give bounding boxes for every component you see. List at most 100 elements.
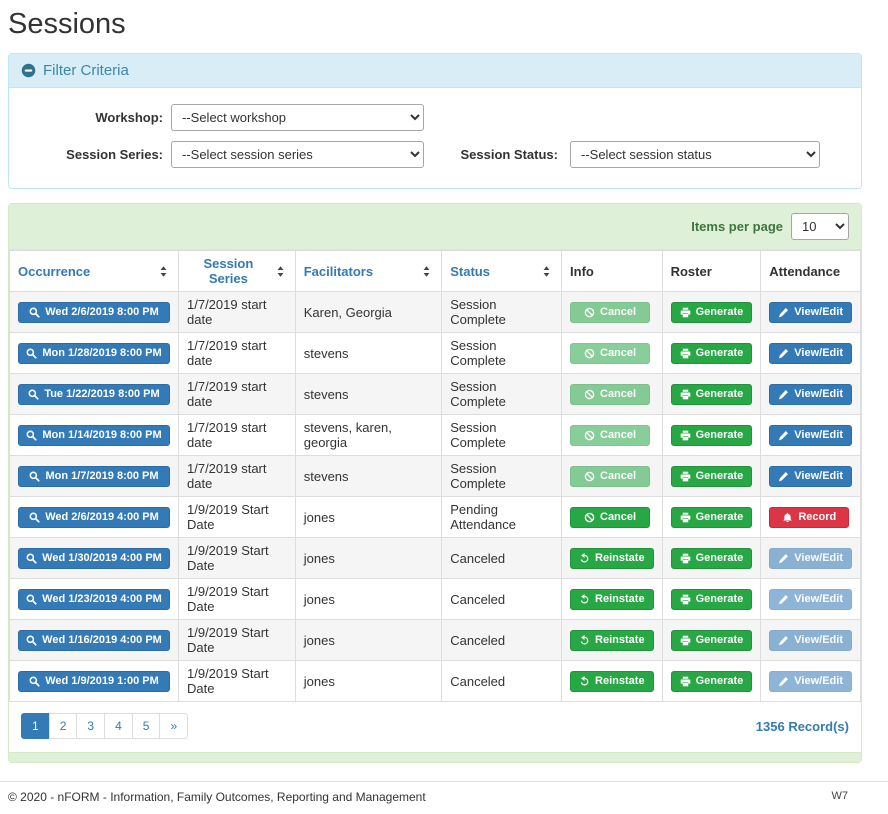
filter-criteria-header[interactable]: Filter Criteria (9, 54, 861, 88)
printer-icon (680, 553, 691, 564)
occurrence-button[interactable]: Mon 1/7/2019 8:00 PM (18, 466, 170, 487)
info-cell: Cancel (562, 497, 663, 538)
table-row: Wed 1/9/2019 1:00 PM1/9/2019 Start Datej… (10, 661, 861, 702)
column-header-info: Info (562, 251, 663, 292)
occurrence-button[interactable]: Mon 1/14/2019 8:00 PM (18, 425, 170, 446)
table-row: Mon 1/7/2019 8:00 PM1/7/2019 start dates… (10, 456, 861, 497)
session-series-cell: 1/9/2019 Start Date (179, 661, 296, 702)
generate-button[interactable]: Generate (671, 343, 753, 364)
button-label: View/Edit (794, 347, 843, 359)
page-button-1[interactable]: 1 (21, 713, 50, 739)
occurrence-button[interactable]: Wed 2/6/2019 4:00 PM (18, 507, 170, 528)
status-cell: Session Complete (442, 292, 562, 333)
occurrence-button[interactable]: Wed 1/23/2019 4:00 PM (18, 589, 170, 610)
button-label: Generate (696, 675, 744, 687)
occurrence-button[interactable]: Wed 1/30/2019 4:00 PM (18, 548, 170, 569)
record-count: 1356 Record(s) (756, 719, 849, 734)
reinstate-button[interactable]: Reinstate (570, 630, 654, 651)
occurrence-cell: Wed 2/6/2019 8:00 PM (10, 292, 179, 333)
session-series-cell: 1/7/2019 start date (179, 456, 296, 497)
status-cell: Canceled (442, 661, 562, 702)
sort-icon (420, 265, 433, 278)
table-row: Wed 2/6/2019 4:00 PM1/9/2019 Start Datej… (10, 497, 861, 538)
reinstate-button[interactable]: Reinstate (570, 548, 654, 569)
environment-code: W7 (832, 790, 849, 802)
items-per-page-select[interactable]: 10 (791, 213, 849, 240)
occurrence-button[interactable]: Tue 1/22/2019 8:00 PM (18, 384, 170, 405)
occurrence-label: Mon 1/14/2019 8:00 PM (42, 429, 161, 441)
generate-button[interactable]: Generate (671, 302, 753, 323)
generate-button[interactable]: Generate (671, 384, 753, 405)
pencil-icon (778, 471, 789, 482)
occurrence-button[interactable]: Wed 1/9/2019 1:00 PM (18, 671, 170, 692)
occurrence-label: Mon 1/7/2019 8:00 PM (45, 470, 158, 482)
button-label: Reinstate (595, 593, 645, 605)
view-edit-button[interactable]: View/Edit (769, 302, 852, 323)
occurrence-label: Wed 1/16/2019 4:00 PM (42, 634, 162, 646)
column-header-session-series[interactable]: Session Series (179, 251, 296, 292)
page-button-5[interactable]: 5 (132, 713, 161, 739)
occurrence-button[interactable]: Wed 2/6/2019 8:00 PM (18, 302, 170, 323)
page-button-4[interactable]: 4 (104, 713, 133, 739)
occurrence-button[interactable]: Mon 1/28/2019 8:00 PM (18, 343, 170, 364)
printer-icon (680, 594, 691, 605)
column-label: Roster (671, 264, 712, 279)
generate-button[interactable]: Generate (671, 507, 753, 528)
generate-button[interactable]: Generate (671, 548, 753, 569)
next-page-button[interactable]: » (159, 713, 188, 739)
record-button[interactable]: Record (769, 507, 849, 528)
generate-button[interactable]: Generate (671, 425, 753, 446)
reinstate-button[interactable]: Reinstate (570, 589, 654, 610)
session-series-filter-row: Session Series: --Select session series (21, 141, 424, 168)
generate-button[interactable]: Generate (671, 671, 753, 692)
session-series-select[interactable]: --Select session series (171, 141, 424, 168)
button-label: View/Edit (794, 470, 843, 482)
page-button-3[interactable]: 3 (76, 713, 105, 739)
attendance-cell: View/Edit (761, 538, 861, 579)
page-button-2[interactable]: 2 (49, 713, 78, 739)
status-cell: Canceled (442, 579, 562, 620)
occurrence-cell: Wed 1/23/2019 4:00 PM (10, 579, 179, 620)
session-status-select[interactable]: --Select session status (570, 141, 820, 168)
ban-icon (584, 348, 595, 359)
generate-button[interactable]: Generate (671, 630, 753, 651)
generate-button[interactable]: Generate (671, 589, 753, 610)
view-edit-button[interactable]: View/Edit (769, 425, 852, 446)
occurrence-button[interactable]: Wed 1/16/2019 4:00 PM (18, 630, 170, 651)
generate-button[interactable]: Generate (671, 466, 753, 487)
reinstate-button[interactable]: Reinstate (570, 671, 654, 692)
cancel-button: Cancel (570, 466, 650, 487)
column-header-occurrence[interactable]: Occurrence (10, 251, 179, 292)
button-label: Reinstate (595, 634, 645, 646)
ban-icon (584, 430, 595, 441)
printer-icon (680, 430, 691, 441)
view-edit-button[interactable]: View/Edit (769, 343, 852, 364)
table-row: Wed 2/6/2019 8:00 PM1/7/2019 start dateK… (10, 292, 861, 333)
info-cell: Cancel (562, 374, 663, 415)
column-header-status[interactable]: Status (442, 251, 562, 292)
sessions-panel: Items per page 10 OccurrenceSession Seri… (8, 203, 862, 763)
occurrence-cell: Wed 2/6/2019 4:00 PM (10, 497, 179, 538)
info-cell: Reinstate (562, 579, 663, 620)
undo-icon (579, 553, 590, 564)
view-edit-button[interactable]: View/Edit (769, 466, 852, 487)
column-label: Attendance (769, 264, 840, 279)
session-series-cell: 1/9/2019 Start Date (179, 579, 296, 620)
column-label: Occurrence (18, 264, 90, 279)
session-series-label: Session Series: (21, 147, 163, 162)
button-label: Cancel (600, 511, 636, 523)
table-row: Mon 1/14/2019 8:00 PM1/7/2019 start date… (10, 415, 861, 456)
column-header-facilitators[interactable]: Facilitators (295, 251, 441, 292)
search-icon (26, 348, 37, 359)
occurrence-cell: Mon 1/7/2019 8:00 PM (10, 456, 179, 497)
attendance-cell: View/Edit (761, 333, 861, 374)
ban-icon (584, 512, 595, 523)
column-label: Status (450, 264, 490, 279)
facilitators-cell: jones (295, 538, 441, 579)
roster-cell: Generate (662, 333, 761, 374)
workshop-select[interactable]: --Select workshop (171, 104, 424, 131)
view-edit-button[interactable]: View/Edit (769, 384, 852, 405)
search-icon (28, 389, 39, 400)
button-label: Generate (696, 429, 744, 441)
cancel-button[interactable]: Cancel (570, 507, 650, 528)
